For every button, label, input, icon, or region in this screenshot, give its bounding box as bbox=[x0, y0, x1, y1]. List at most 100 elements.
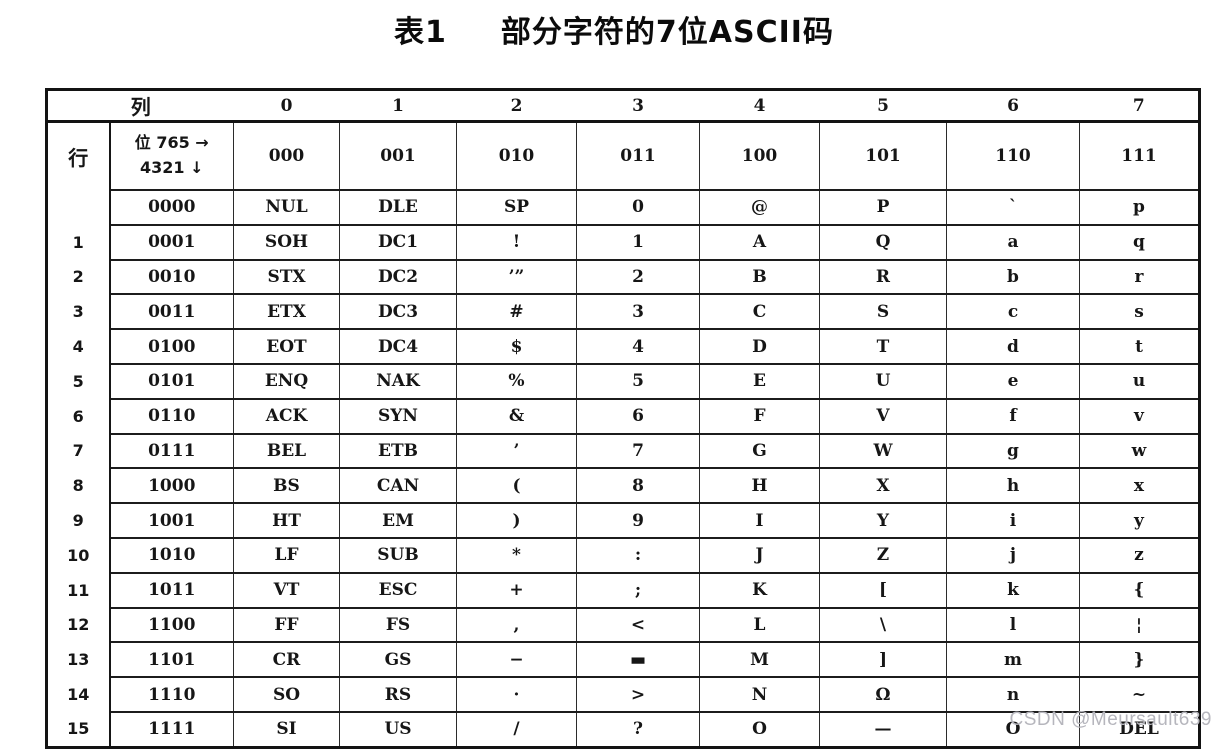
ascii-cell: ENQ bbox=[233, 362, 340, 400]
row-number: 7 bbox=[46, 433, 111, 469]
row-number: 1 bbox=[46, 224, 111, 260]
ascii-cell: 8 bbox=[576, 467, 700, 505]
ascii-cell: ’ bbox=[456, 432, 577, 470]
ascii-cell: m bbox=[946, 641, 1080, 679]
row-number: 11 bbox=[46, 572, 111, 608]
high-bits-label: 位 765 → bbox=[134, 133, 209, 153]
ascii-cell: T bbox=[819, 328, 947, 365]
ascii-cell: X bbox=[819, 467, 947, 505]
ascii-cell: M bbox=[699, 641, 820, 679]
ascii-cell: 7 bbox=[576, 432, 700, 470]
ascii-cell: 9 bbox=[576, 502, 700, 539]
row-bits: 0110 bbox=[109, 397, 234, 435]
ascii-cell: g bbox=[946, 432, 1080, 470]
ascii-cell: D bbox=[699, 328, 820, 365]
row-header-label: 行 bbox=[46, 121, 111, 190]
ascii-cell: # bbox=[456, 293, 577, 331]
ascii-cell: l bbox=[946, 606, 1080, 644]
ascii-cell: B bbox=[699, 258, 820, 296]
ascii-cell: y bbox=[1079, 502, 1200, 539]
table-number-label: 表1 bbox=[394, 15, 447, 50]
ascii-cell: SOH bbox=[233, 223, 340, 261]
row-number: 13 bbox=[46, 642, 111, 678]
ascii-cell: q bbox=[1079, 223, 1200, 261]
row-bits: 0001 bbox=[109, 223, 234, 261]
row-number: 4 bbox=[46, 329, 111, 364]
ascii-cell: 4 bbox=[576, 328, 700, 365]
ascii-cell: n bbox=[946, 676, 1080, 713]
row-number: 15 bbox=[46, 711, 111, 748]
table-row: 11 1011 VT ESC +; K[k{ bbox=[46, 571, 1200, 609]
ascii-cell: w bbox=[1079, 432, 1200, 470]
row-number: 8 bbox=[46, 468, 111, 504]
ascii-cell: [ bbox=[819, 571, 947, 609]
ascii-cell: R bbox=[819, 258, 947, 296]
ascii-cell: } bbox=[1079, 641, 1200, 679]
row-number bbox=[46, 190, 111, 225]
ascii-cell: , bbox=[456, 606, 577, 644]
row-number: 10 bbox=[46, 537, 111, 573]
ascii-cell: * bbox=[456, 536, 577, 574]
row-bits: 1011 bbox=[109, 571, 234, 609]
ascii-cell: STX bbox=[233, 258, 340, 296]
ascii-cell: BS bbox=[233, 467, 340, 505]
ascii-cell: v bbox=[1079, 397, 1200, 435]
row-number: 14 bbox=[46, 677, 111, 712]
ascii-cell: SYN bbox=[339, 397, 457, 435]
ascii-cell: F bbox=[699, 397, 820, 435]
row-bits: 1000 bbox=[109, 467, 234, 505]
ascii-cell: t bbox=[1079, 328, 1200, 365]
ascii-cell: + bbox=[456, 571, 577, 609]
ascii-cell: ; bbox=[576, 571, 700, 609]
ascii-cell: CAN bbox=[339, 467, 457, 505]
ascii-cell: · bbox=[456, 676, 577, 713]
low-bits-label: 4321 ↓ bbox=[139, 158, 204, 177]
ascii-cell: 5 bbox=[576, 362, 700, 400]
page-title: 表1 部分字符的7位ASCII码 bbox=[0, 7, 1228, 51]
ascii-cell: SUB bbox=[339, 536, 457, 574]
ascii-cell: O bbox=[699, 710, 820, 749]
row-bits: 1101 bbox=[109, 641, 234, 679]
ascii-cell: BEL bbox=[233, 432, 340, 470]
ascii-cell: ( bbox=[456, 467, 577, 505]
ascii-cell: HT bbox=[233, 502, 340, 539]
ascii-cell: x bbox=[1079, 467, 1200, 505]
ascii-cell: ` bbox=[946, 189, 1080, 226]
ascii-cell: ) bbox=[456, 502, 577, 539]
column-bits: 011 bbox=[576, 121, 700, 191]
ascii-cell: ? bbox=[576, 710, 700, 749]
ascii-cell: DC3 bbox=[339, 293, 457, 331]
ascii-cell: ] bbox=[819, 641, 947, 679]
ascii-cell: DC2 bbox=[339, 258, 457, 296]
column-index: 2 bbox=[456, 89, 577, 123]
ascii-cell: A bbox=[699, 223, 820, 261]
column-bits: 001 bbox=[339, 121, 457, 191]
ascii-cell: & bbox=[456, 397, 577, 435]
ascii-cell: DC1 bbox=[339, 223, 457, 261]
ascii-cell: H bbox=[699, 467, 820, 505]
row-bits: 1010 bbox=[109, 536, 234, 574]
ascii-cell: i bbox=[946, 502, 1080, 539]
row-bits: 0111 bbox=[109, 432, 234, 470]
ascii-cell: US bbox=[339, 710, 457, 749]
ascii-cell: NUL bbox=[233, 189, 340, 226]
column-index: 6 bbox=[946, 89, 1080, 123]
ascii-cell: SO bbox=[233, 676, 340, 713]
ascii-cell: p bbox=[1079, 189, 1200, 226]
ascii-cell: J bbox=[699, 536, 820, 574]
ascii-cell: ~ bbox=[1079, 676, 1200, 713]
column-index: 7 bbox=[1079, 89, 1200, 123]
ascii-cell: P bbox=[819, 189, 947, 226]
ascii-cell: EOT bbox=[233, 328, 340, 365]
ascii-cell: ACK bbox=[233, 397, 340, 435]
row-bits: 0011 bbox=[109, 293, 234, 331]
ascii-cell: SI bbox=[233, 710, 340, 749]
row-number: 6 bbox=[46, 398, 111, 434]
ascii-cell: EM bbox=[339, 502, 457, 539]
